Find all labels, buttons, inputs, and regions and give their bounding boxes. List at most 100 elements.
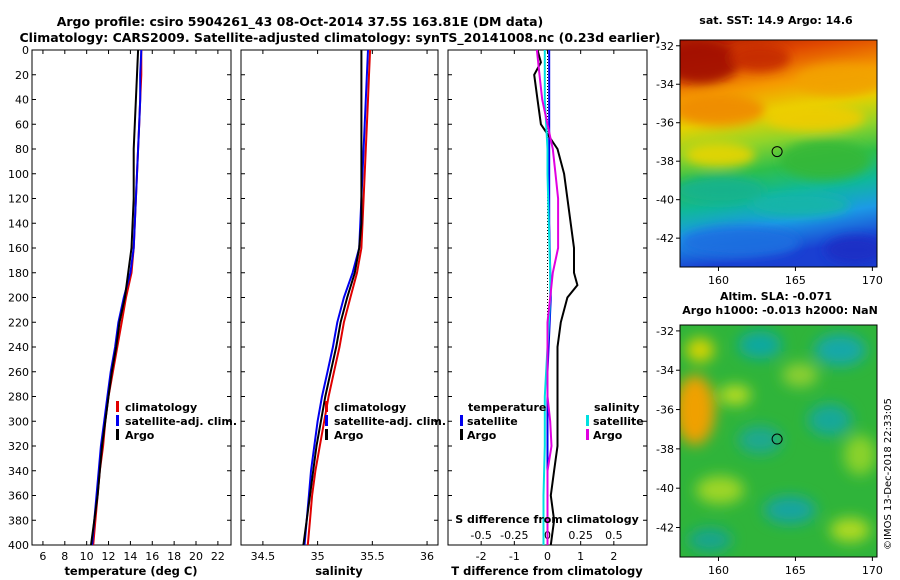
- x-tick-label: 35.5: [360, 550, 385, 563]
- sla-map: Altim. SLA: -0.071 Argo h1000: -0.013 h2…: [656, 290, 883, 577]
- depth-tick-label: 340: [8, 465, 29, 478]
- x-tick-label: 22: [211, 550, 225, 563]
- legend-swatch-s-argo: [586, 429, 589, 440]
- sst-frame: [679, 39, 878, 268]
- legend-t-argo: Argo: [467, 429, 497, 442]
- sla-frame: [679, 324, 878, 558]
- legend-swatch-satellite-adj: [116, 415, 119, 426]
- series-line-climatology: [306, 49, 372, 546]
- x-tick-label: 16: [145, 550, 159, 563]
- x-tick-label: -2: [476, 550, 487, 563]
- legend-swatch-s-satellite: [586, 415, 589, 426]
- legend-swatch-climatology: [116, 401, 119, 412]
- x-tick-label: 34.5: [251, 550, 276, 563]
- lon-tick-label: 165: [785, 564, 806, 577]
- temperature-frame: [31, 49, 232, 546]
- depth-tick-label: 60: [15, 118, 29, 131]
- lat-tick-label: -32: [656, 40, 674, 53]
- lat-tick-label: -40: [656, 482, 674, 495]
- series-line-t-argo: [533, 49, 579, 546]
- series-line-argo: [90, 49, 140, 546]
- depth-tick-label: 140: [8, 217, 29, 230]
- temperature-xlabel: temperature (deg C): [64, 564, 197, 578]
- lon-tick-label: 165: [785, 274, 806, 287]
- imos-timestamp: ©IMOS 13-Dec-2018 22:33:05: [883, 398, 894, 550]
- salinity-panel: 34.5 35 35.5 36 climatology satellite-adj. …: [240, 49, 446, 578]
- x-tick-label: 12: [102, 550, 116, 563]
- x-tick-label: 6: [39, 550, 46, 563]
- x-tick-label: 8: [61, 550, 68, 563]
- depth-tick-label: 320: [8, 440, 29, 453]
- legend-swatch-argo: [325, 429, 328, 440]
- s-scale-label: -0.25: [500, 529, 528, 542]
- legend-argo: Argo: [334, 429, 364, 442]
- legend-s-argo: Argo: [593, 429, 623, 442]
- profile-location-marker: [771, 146, 783, 158]
- lat-tick-label: -42: [656, 232, 674, 245]
- x-tick-label: 2: [610, 550, 617, 563]
- legend-s-satellite: satellite: [593, 415, 644, 428]
- x-tick-label: 10: [80, 550, 94, 563]
- series-line-satellite-adj-clim-: [303, 49, 369, 546]
- s-difference-title: S difference from climatology: [455, 513, 639, 526]
- temperature-legend: climatology satellite-adj. clim. Argo: [116, 401, 237, 442]
- lat-tick-label: -36: [656, 117, 674, 130]
- profile-location-marker: [771, 433, 783, 445]
- salinity-frame: [240, 49, 439, 546]
- salinity-legend: climatology satellite-adj. clim. Argo: [325, 401, 446, 442]
- lat-tick-label: -34: [656, 78, 674, 91]
- lon-tick-label: 170: [862, 564, 883, 577]
- depth-tick-label: 300: [8, 415, 29, 428]
- sla-subtitle: Argo h1000: -0.013 h2000: NaN: [682, 304, 878, 317]
- sst-map: sat. SST: 14.9 Argo: 14.6 160 165 170 -32 -3…: [656, 14, 883, 287]
- difference-panel: -2 -1 0 1 2-0.5 -0.25 0 0.25 0.5 temperature sat…: [447, 49, 648, 578]
- x-tick-label: 36: [420, 550, 434, 563]
- s-scale-label: -0.5: [470, 529, 491, 542]
- depth-tick-label: 80: [15, 143, 29, 156]
- lat-tick-label: -38: [656, 443, 674, 456]
- x-tick-label: 18: [167, 550, 181, 563]
- depth-tick-label: 400: [8, 539, 29, 552]
- depth-tick-label: 160: [8, 242, 29, 255]
- depth-tick-label: 360: [8, 490, 29, 503]
- depth-tick-label: 240: [8, 341, 29, 354]
- difference-legend: temperature satellite Argo salinity sate…: [460, 401, 644, 442]
- difference-xlabel: T difference from climatology: [451, 564, 643, 578]
- legend-swatch-t-argo: [460, 429, 463, 440]
- x-tick-label: -1: [509, 550, 520, 563]
- legend-satellite-adj: satellite-adj. clim.: [334, 415, 446, 428]
- depth-tick-label: 260: [8, 366, 29, 379]
- legend-swatch-argo: [116, 429, 119, 440]
- depth-tick-label: 280: [8, 391, 29, 404]
- lon-tick-label: 160: [708, 274, 729, 287]
- x-tick-label: 14: [123, 550, 137, 563]
- lon-tick-label: 160: [708, 564, 729, 577]
- legend-temperature-title: temperature: [468, 401, 546, 414]
- depth-tick-label: 100: [8, 168, 29, 181]
- s-scale-label: 0.25: [568, 529, 593, 542]
- x-tick-label: 35: [311, 550, 325, 563]
- lat-tick-label: -34: [656, 364, 674, 377]
- depth-tick-label: 40: [15, 94, 29, 107]
- lon-tick-label: 170: [862, 274, 883, 287]
- legend-climatology: climatology: [125, 401, 197, 414]
- series-line-argo: [302, 50, 363, 546]
- s-scale-label: 0.5: [605, 529, 623, 542]
- legend-swatch-satellite-adj: [325, 415, 328, 426]
- depth-tick-label: 20: [15, 69, 29, 82]
- depth-tick-label: 120: [8, 193, 29, 206]
- depth-tick-label: 0: [22, 44, 29, 57]
- sst-field: [680, 40, 877, 267]
- series-line-satellite-adj-clim-: [91, 49, 143, 546]
- lat-tick-label: -32: [656, 325, 674, 338]
- lat-tick-label: -38: [656, 155, 674, 168]
- sla-title: Altim. SLA: -0.071: [720, 290, 832, 303]
- legend-swatch-t-satellite: [460, 415, 463, 426]
- x-tick-label: 20: [189, 550, 203, 563]
- legend-climatology: climatology: [334, 401, 406, 414]
- lat-tick-label: -40: [656, 194, 674, 207]
- x-tick-label: 1: [577, 550, 584, 563]
- temperature-panel: 6 8 10 12 14 16 18 20 22 climatology satellite-a…: [31, 49, 237, 578]
- depth-tick-label: 380: [8, 514, 29, 527]
